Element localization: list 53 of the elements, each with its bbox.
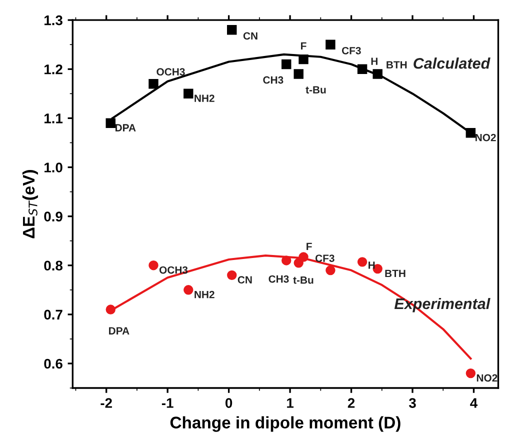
point [184,88,194,99]
annotation: BTH [386,61,407,68]
annotation: H [368,262,375,269]
y-tick-label: 1.3 [44,15,62,26]
annotation: H [371,58,378,65]
annotation: CH3 [268,275,289,283]
point [227,270,237,280]
point [227,25,237,35]
point [148,260,158,270]
annotation: BTH [385,270,406,278]
annotation: t-Bu [293,276,314,284]
point [294,69,304,79]
y-axis-title: ΔE$_{ST}$(eV) [22,170,38,238]
annotation: NH2 [194,290,214,298]
point [357,257,368,267]
point [326,265,336,276]
annotation: CN [238,276,252,284]
annotation: NH2 [194,94,214,102]
annotation: DPA [109,327,130,334]
annotation: NO2 [476,374,498,382]
y-tick-label: 0.8 [44,260,63,271]
y-tick-label: 0.6 [44,358,62,369]
x-tick-label: -2 [100,398,112,408]
annotation: t-Bu [306,86,326,94]
y-tick-label: 0.9 [44,212,62,222]
x-tick-label: -1 [162,398,174,408]
x-tick-label: 2 [348,398,355,408]
x-tick-label: 1 [287,398,294,408]
y-tick-label: 1.0 [44,162,62,172]
annotation: DPA [115,124,136,132]
point [326,40,336,50]
point [184,285,194,295]
y-tick-label: 1.1 [44,114,63,124]
y-tick-label: 0.7 [44,310,62,320]
annotation: F [306,242,312,250]
point [282,59,292,70]
y-tick-label: 1.2 [44,64,62,74]
annotation: CF3 [342,46,361,54]
annotation: OCH3 [159,266,188,274]
point [106,118,116,128]
point [148,78,158,89]
text: Calculated [414,58,490,69]
x-tick-label: 3 [408,398,416,408]
point [466,368,476,378]
annotation: OCH3 [156,68,185,76]
annotation: F [301,42,306,50]
annotation: CF3 [315,254,334,262]
annotation: CH3 [263,76,284,84]
annotation: NO2 [476,134,496,142]
x-tick-label: 0 [225,398,232,408]
x-axis-title: Change in dipole moment (D) [170,416,400,432]
x-tick-label: 4 [470,398,478,408]
annotation: CN [243,32,258,40]
